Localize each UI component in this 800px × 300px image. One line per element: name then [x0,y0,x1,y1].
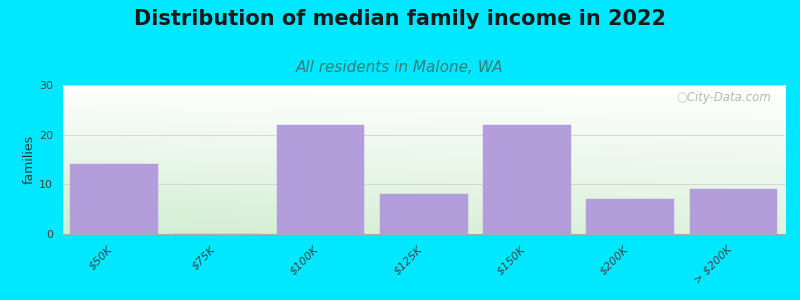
Y-axis label: families: families [23,135,36,184]
Text: All residents in Malone, WA: All residents in Malone, WA [296,60,504,75]
Text: Distribution of median family income in 2022: Distribution of median family income in … [134,9,666,29]
Text: ○: ○ [677,91,687,104]
Bar [380,194,468,234]
Bar [690,189,778,234]
Bar [277,125,365,234]
Bar [483,125,571,234]
Bar [586,199,674,234]
Bar [70,164,158,234]
Text: City-Data.com: City-Data.com [682,91,770,104]
